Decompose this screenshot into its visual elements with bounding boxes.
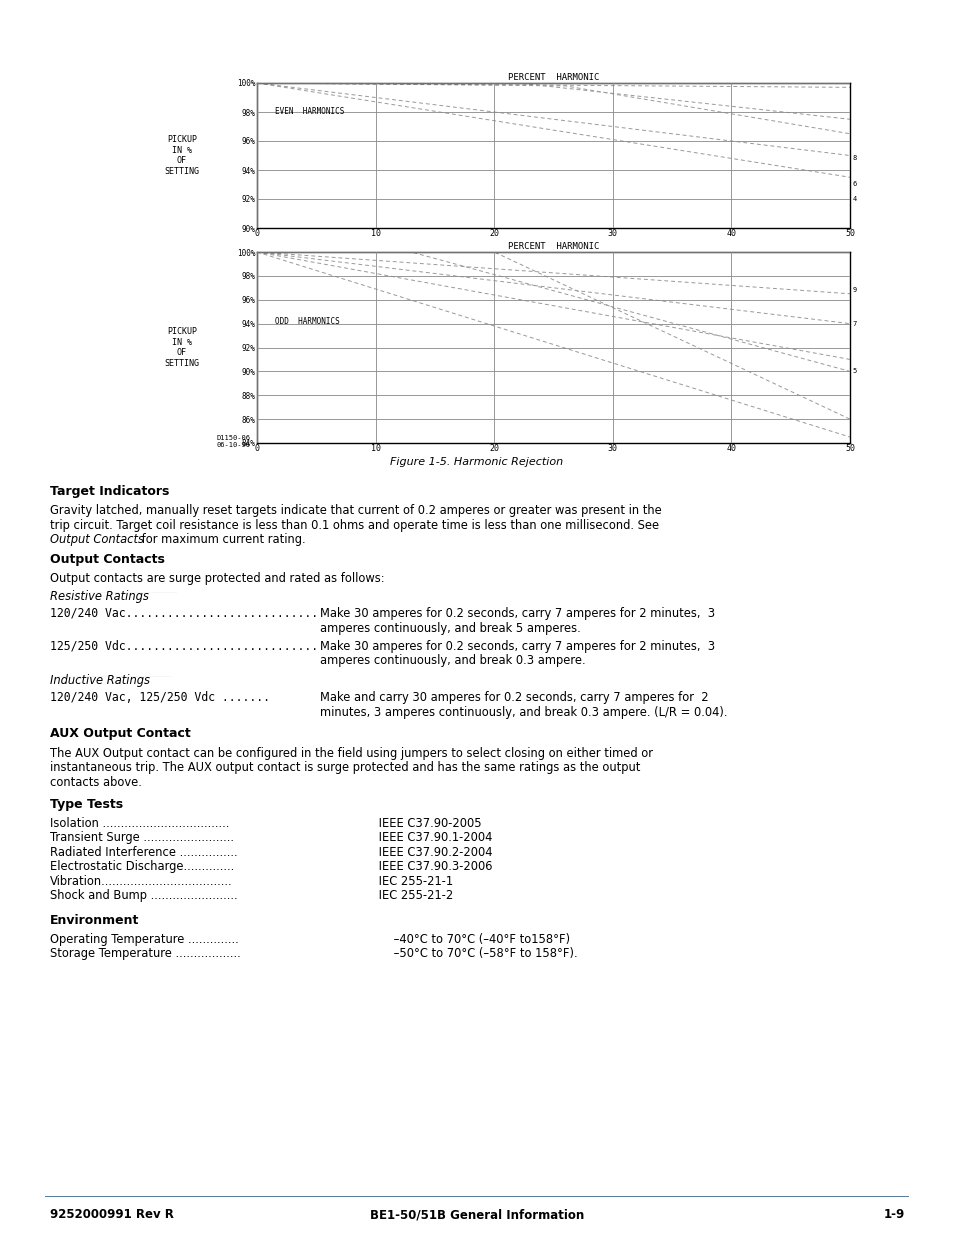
Text: for maximum current rating.: for maximum current rating. — [137, 534, 305, 546]
Text: Output Contacts: Output Contacts — [50, 534, 144, 546]
Text: Transient Surge .........................: Transient Surge ........................… — [50, 831, 233, 844]
Text: Make and carry 30 amperes for 0.2 seconds, carry 7 amperes for  2: Make and carry 30 amperes for 0.2 second… — [319, 692, 708, 704]
Text: 4: 4 — [852, 196, 856, 203]
Text: IEEE C37.90-2005: IEEE C37.90-2005 — [375, 816, 481, 830]
Text: Output Contacts: Output Contacts — [50, 553, 165, 566]
Text: Shock and Bump ........................: Shock and Bump ........................ — [50, 889, 237, 902]
Text: Resistive Ratings: Resistive Ratings — [50, 590, 149, 603]
Text: Storage Temperature ..................: Storage Temperature .................. — [50, 947, 240, 960]
Text: IEEE C37.90.3-2006: IEEE C37.90.3-2006 — [375, 860, 492, 873]
Text: IEC 255-21-2: IEC 255-21-2 — [375, 889, 453, 902]
Text: amperes continuously, and break 0.3 ampere.: amperes continuously, and break 0.3 ampe… — [319, 655, 585, 667]
Text: 9252000991 Rev R: 9252000991 Rev R — [50, 1208, 173, 1221]
Text: Make 30 amperes for 0.2 seconds, carry 7 amperes for 2 minutes,  3: Make 30 amperes for 0.2 seconds, carry 7… — [319, 606, 715, 620]
Text: 9: 9 — [852, 288, 856, 293]
Text: 8: 8 — [852, 156, 856, 162]
Text: ODD  HARMONICS: ODD HARMONICS — [274, 316, 339, 326]
Text: –50°C to 70°C (–58°F to 158°F).: –50°C to 70°C (–58°F to 158°F). — [390, 947, 577, 960]
Text: Vibration....................................: Vibration...............................… — [50, 874, 233, 888]
Text: PICKUP
IN %
OF
SETTING: PICKUP IN % OF SETTING — [164, 327, 199, 368]
Text: Gravity latched, manually reset targets indicate that current of 0.2 amperes or : Gravity latched, manually reset targets … — [50, 504, 661, 517]
Text: Operating Temperature ..............: Operating Temperature .............. — [50, 932, 238, 946]
Title: PERCENT  HARMONIC: PERCENT HARMONIC — [507, 242, 598, 251]
Text: 6: 6 — [852, 182, 856, 188]
Text: Electrostatic Discharge..............: Electrostatic Discharge.............. — [50, 860, 234, 873]
Text: BE1-50/51B General Information: BE1-50/51B General Information — [370, 1208, 583, 1221]
Text: AUX Output Contact: AUX Output Contact — [50, 727, 191, 741]
Text: D1150-06
06-10-96: D1150-06 06-10-96 — [216, 435, 251, 448]
Text: Output contacts are surge protected and rated as follows:: Output contacts are surge protected and … — [50, 572, 384, 585]
Title: PERCENT  HARMONIC: PERCENT HARMONIC — [507, 73, 598, 83]
Text: 120/240 Vac............................: 120/240 Vac............................ — [50, 606, 317, 620]
Text: Type Tests: Type Tests — [50, 798, 123, 810]
Text: instantaneous trip. The AUX output contact is surge protected and has the same r: instantaneous trip. The AUX output conta… — [50, 761, 639, 774]
Text: PICKUP
IN %
OF
SETTING: PICKUP IN % OF SETTING — [164, 136, 199, 175]
Text: IEEE C37.90.1-2004: IEEE C37.90.1-2004 — [375, 831, 492, 844]
Text: Make 30 amperes for 0.2 seconds, carry 7 amperes for 2 minutes,  3: Make 30 amperes for 0.2 seconds, carry 7… — [319, 640, 715, 652]
Text: 5: 5 — [852, 368, 856, 374]
Text: Figure 1-5. Harmonic Rejection: Figure 1-5. Harmonic Rejection — [390, 457, 563, 467]
Text: Isolation ...................................: Isolation ..............................… — [50, 816, 229, 830]
Text: IEEE C37.90.2-2004: IEEE C37.90.2-2004 — [375, 846, 492, 858]
Text: 1-9: 1-9 — [882, 1208, 904, 1221]
Text: contacts above.: contacts above. — [50, 776, 142, 788]
Text: amperes continuously, and break 5 amperes.: amperes continuously, and break 5 ampere… — [319, 621, 580, 635]
Text: minutes, 3 amperes continuously, and break 0.3 ampere. (L/R = 0.04).: minutes, 3 amperes continuously, and bre… — [319, 705, 727, 719]
Text: Inductive Ratings: Inductive Ratings — [50, 674, 150, 687]
Text: IEC 255-21-1: IEC 255-21-1 — [375, 874, 453, 888]
Text: Radiated Interference ................: Radiated Interference ................ — [50, 846, 237, 858]
Text: Environment: Environment — [50, 914, 139, 926]
Text: 125/250 Vdc............................: 125/250 Vdc............................ — [50, 640, 317, 652]
Text: 120/240 Vac, 125/250 Vdc .......: 120/240 Vac, 125/250 Vdc ....... — [50, 692, 270, 704]
Text: The AUX Output contact can be configured in the field using jumpers to select cl: The AUX Output contact can be configured… — [50, 746, 652, 760]
Text: 7: 7 — [852, 321, 856, 326]
Text: trip circuit. Target coil resistance is less than 0.1 ohms and operate time is l: trip circuit. Target coil resistance is … — [50, 519, 659, 531]
Text: Target Indicators: Target Indicators — [50, 485, 170, 498]
Text: EVEN  HARMONICS: EVEN HARMONICS — [274, 107, 344, 116]
Text: –40°C to 70°C (–40°F to158°F): –40°C to 70°C (–40°F to158°F) — [390, 932, 570, 946]
